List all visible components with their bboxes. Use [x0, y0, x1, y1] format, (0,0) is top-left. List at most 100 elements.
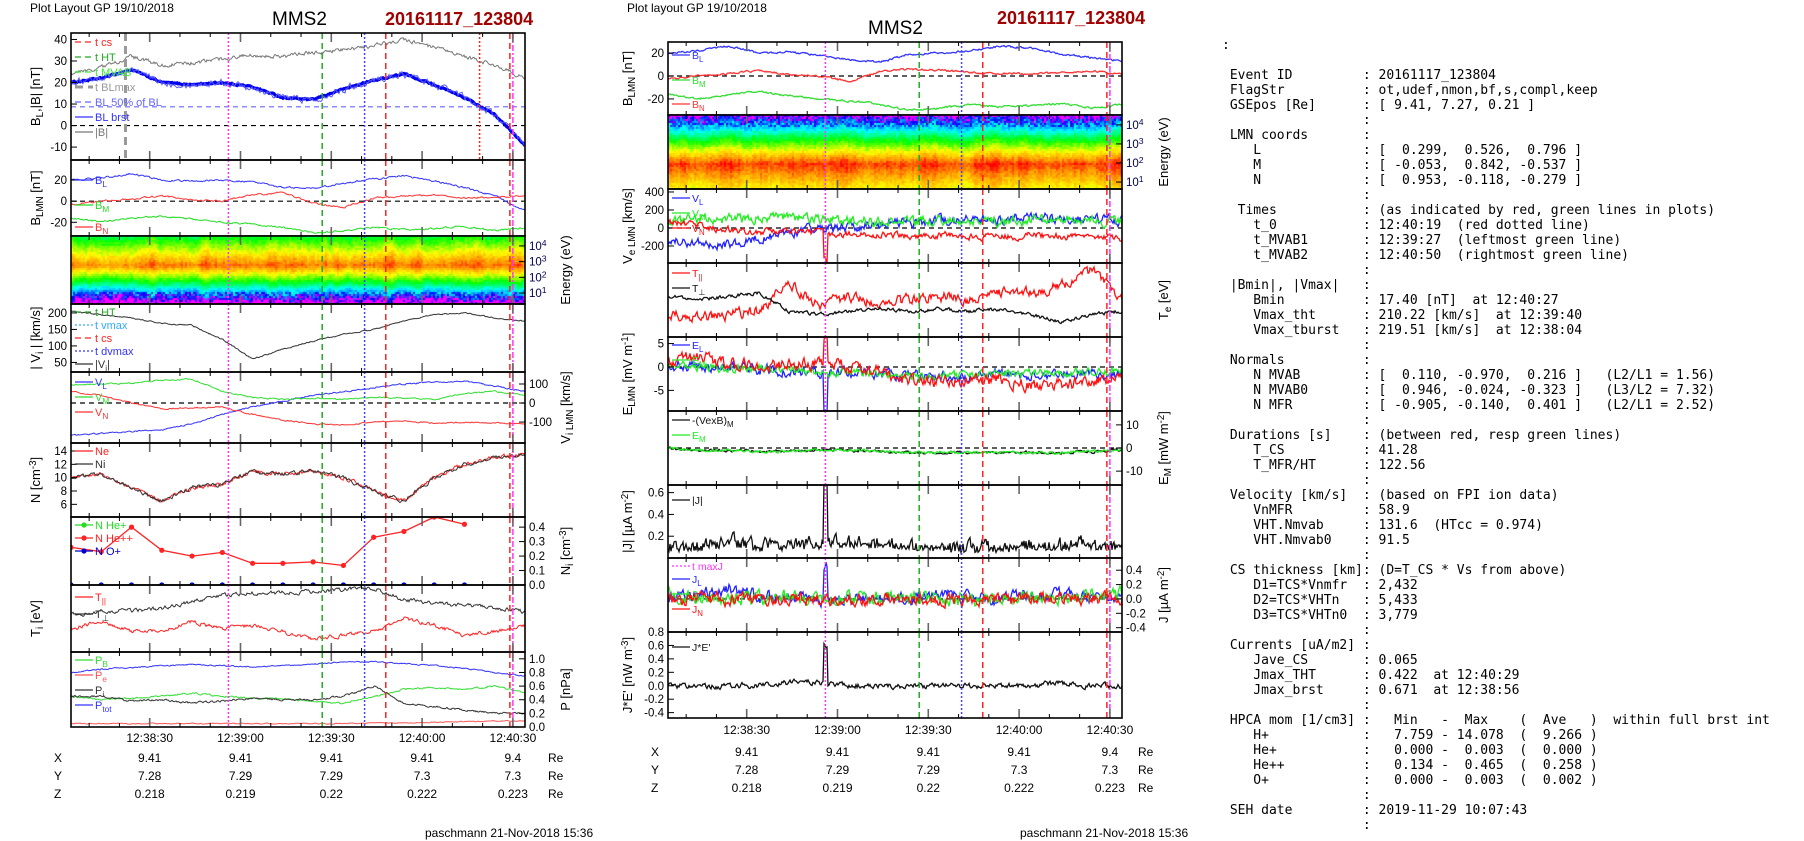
info-separator: :	[1362, 653, 1379, 668]
x-tick-label: 12:40:30	[1087, 723, 1134, 737]
legend-entry: BM	[672, 75, 706, 89]
y-tick-label: 6	[61, 499, 67, 511]
legend-label: JL	[692, 574, 702, 588]
plot-area	[71, 33, 525, 160]
legend-label: t BLmax	[95, 82, 136, 94]
label-part: -2	[1156, 571, 1167, 580]
label-part: L	[102, 382, 107, 391]
y-tick-label: 101	[1126, 174, 1144, 189]
info-separator: :	[1362, 203, 1379, 218]
series-line	[71, 685, 525, 705]
legend-label: BL 50% of BL	[95, 97, 162, 109]
info-row: Event ID: 20161117_123804	[1222, 68, 1770, 83]
y-tick-label: -5	[654, 385, 664, 397]
legend-entry: JM	[672, 589, 704, 603]
legend-label: N O+	[95, 546, 121, 558]
info-row: t_MVAB2: 12:40:50 (rightmost green line)	[1222, 248, 1770, 263]
legend-label: Ne	[95, 446, 109, 458]
legend-entry: BL 50% of BL	[75, 97, 162, 109]
info-separator: :	[1362, 788, 1379, 803]
plot-area	[668, 115, 1122, 189]
y-tick-label: 100	[48, 341, 67, 353]
y-tick-label: 0	[658, 223, 664, 235]
label-part: E	[1156, 476, 1171, 485]
info-separator: :	[1362, 668, 1379, 683]
y-tick-label: 0.8	[529, 667, 545, 679]
info-label: N MVAB0	[1222, 383, 1309, 398]
legend-entry: t BLmax	[75, 82, 136, 94]
y-tick-label: 30	[54, 56, 67, 68]
tick-base: 10	[529, 241, 542, 253]
label-part: N	[102, 412, 108, 421]
x-tick-label: 12:39:30	[905, 723, 952, 737]
series-line	[71, 37, 525, 80]
info-separator: :	[1362, 68, 1379, 83]
legend-entry: t cs	[75, 333, 113, 345]
info-row: :	[1222, 413, 1770, 428]
series-line	[71, 517, 465, 567]
legend-marker	[81, 535, 87, 541]
info-row: Currents [uA/m2] :	[1222, 638, 1770, 653]
y-tick-label: 0.2	[529, 708, 545, 720]
figure-2-layout-label: Plot layout GP 19/10/2018	[627, 1, 767, 15]
position-value: 9.4	[505, 751, 522, 765]
plot-area	[71, 304, 525, 372]
label-part: N He++	[95, 533, 133, 545]
info-row: CS thickness [km]: (D=T_CS * Vs from abo…	[1222, 563, 1770, 578]
legend-entry: BN	[672, 99, 705, 113]
info-value: 219.51 [km/s] at 12:38:04	[1378, 323, 1583, 338]
info-value: 122.56	[1378, 458, 1426, 473]
info-value: [ 0.946, -0.024, -0.323 ] (L3/L2 = 7.32)	[1378, 383, 1716, 398]
position-unit: Re	[548, 787, 564, 801]
info-label: t_MVAB2	[1222, 248, 1309, 263]
info-label: Velocity [km/s]	[1222, 488, 1348, 503]
y-tick-label: 20	[54, 175, 67, 187]
label-part: J	[692, 589, 697, 601]
info-row: He++: 0.134 - 0.465 ( 0.258 )	[1222, 758, 1770, 773]
legend-entry: t maxJ	[672, 561, 723, 573]
label-part: [km/s]	[558, 371, 573, 409]
label-part: t HT	[95, 307, 116, 319]
label-part: M	[699, 435, 706, 444]
legend-entry: |B|	[75, 127, 108, 139]
y-tick-label: 0.0	[529, 722, 545, 734]
info-label: O+	[1222, 773, 1269, 788]
y-axis-label: |J| [µA m-2]	[620, 490, 635, 553]
info-separator: :	[1362, 353, 1379, 368]
label-part: i	[105, 364, 107, 373]
position-unit: Re	[1138, 745, 1154, 759]
y-tick-label: 0	[1126, 443, 1132, 455]
y-tick-label: 0	[529, 398, 535, 410]
label-part: ,|B| [nT]	[28, 67, 43, 112]
info-row: Times: (as indicated by red, green lines…	[1222, 203, 1770, 218]
position-value: 7.3	[414, 769, 431, 783]
info-row: Jave_CS: 0.065	[1222, 653, 1770, 668]
info-row: :	[1222, 818, 1770, 833]
y-tick-label: 0.4	[1126, 565, 1143, 577]
legend-entry: Pi	[75, 685, 104, 699]
info-separator: :	[1362, 398, 1379, 413]
label-part: i	[565, 564, 576, 566]
legend-entry: |J|	[672, 495, 703, 507]
info-separator: :	[1362, 338, 1379, 353]
info-separator: :	[1362, 98, 1379, 113]
label-part: Ni	[95, 459, 105, 471]
info-row: :	[1222, 188, 1770, 203]
legend-label: t vmax	[95, 320, 128, 332]
y-tick-label: 0.6	[648, 640, 664, 652]
legend-entry: BL	[75, 175, 107, 189]
info-separator: :	[1362, 623, 1379, 638]
info-separator: :	[1362, 578, 1379, 593]
label-part: e	[102, 675, 107, 684]
legend-marker	[81, 548, 87, 554]
label-part: L	[697, 579, 702, 588]
legend-label: t HT	[95, 307, 116, 319]
info-row: Vmax_tburst: 219.51 [km/s] at 12:38:04	[1222, 323, 1770, 338]
info-value: 2019-11-29 10:07:43	[1378, 803, 1528, 818]
series-line	[668, 265, 1122, 324]
info-separator: :	[1362, 503, 1379, 518]
